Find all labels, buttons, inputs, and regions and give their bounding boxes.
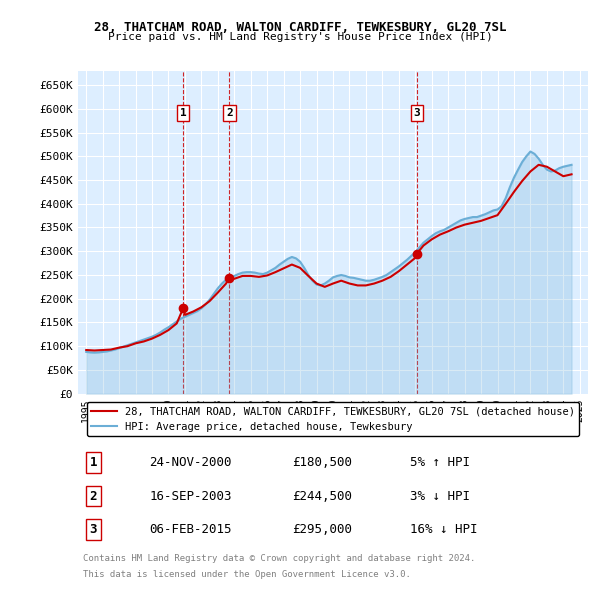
Text: 5% ↑ HPI: 5% ↑ HPI <box>409 456 470 469</box>
Text: 16% ↓ HPI: 16% ↓ HPI <box>409 523 477 536</box>
Text: £180,500: £180,500 <box>292 456 352 469</box>
Text: 1: 1 <box>89 456 97 469</box>
Text: This data is licensed under the Open Government Licence v3.0.: This data is licensed under the Open Gov… <box>83 570 411 579</box>
Text: 2: 2 <box>226 108 233 118</box>
Text: £295,000: £295,000 <box>292 523 352 536</box>
Text: 3: 3 <box>89 523 97 536</box>
Text: £244,500: £244,500 <box>292 490 352 503</box>
Text: 2: 2 <box>89 490 97 503</box>
Text: 28, THATCHAM ROAD, WALTON CARDIFF, TEWKESBURY, GL20 7SL: 28, THATCHAM ROAD, WALTON CARDIFF, TEWKE… <box>94 21 506 34</box>
Text: 3% ↓ HPI: 3% ↓ HPI <box>409 490 470 503</box>
Text: Contains HM Land Registry data © Crown copyright and database right 2024.: Contains HM Land Registry data © Crown c… <box>83 554 475 563</box>
Text: 06-FEB-2015: 06-FEB-2015 <box>149 523 232 536</box>
Text: 24-NOV-2000: 24-NOV-2000 <box>149 456 232 469</box>
Text: 1: 1 <box>180 108 187 118</box>
Text: 16-SEP-2003: 16-SEP-2003 <box>149 490 232 503</box>
Legend: 28, THATCHAM ROAD, WALTON CARDIFF, TEWKESBURY, GL20 7SL (detached house), HPI: A: 28, THATCHAM ROAD, WALTON CARDIFF, TEWKE… <box>86 402 580 436</box>
Text: Price paid vs. HM Land Registry's House Price Index (HPI): Price paid vs. HM Land Registry's House … <box>107 32 493 42</box>
Text: 3: 3 <box>413 108 420 118</box>
